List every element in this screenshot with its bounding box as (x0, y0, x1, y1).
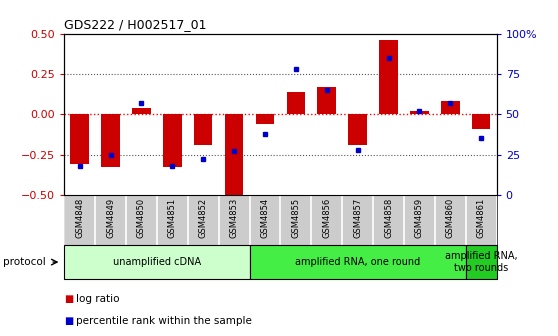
Bar (194, 114, 213, 145)
Bar (163, 114, 181, 167)
Text: percentile rank within the sample: percentile rank within the sample (76, 316, 252, 326)
Bar (70, 114, 89, 164)
Text: GSM4848: GSM4848 (75, 198, 84, 238)
Text: GSM4855: GSM4855 (291, 198, 300, 238)
Text: amplified RNA, one round: amplified RNA, one round (295, 257, 420, 267)
Text: GSM4861: GSM4861 (477, 198, 485, 238)
Text: GSM4860: GSM4860 (446, 198, 455, 238)
Bar (256, 114, 274, 124)
Text: ■: ■ (64, 316, 74, 326)
Text: GSM4856: GSM4856 (322, 198, 331, 238)
Bar (441, 101, 460, 114)
Bar (64, 245, 249, 279)
Bar (132, 108, 151, 114)
Bar (466, 245, 497, 279)
Bar (225, 114, 243, 195)
Text: unamplified cDNA: unamplified cDNA (113, 257, 201, 267)
Text: GSM4849: GSM4849 (106, 198, 115, 238)
Text: GSM4852: GSM4852 (199, 198, 208, 238)
Text: GDS222 / H002517_01: GDS222 / H002517_01 (64, 18, 206, 31)
Bar (318, 87, 336, 114)
Text: GSM4854: GSM4854 (261, 198, 270, 238)
Text: ■: ■ (64, 294, 74, 304)
Text: GSM4857: GSM4857 (353, 198, 362, 238)
Text: log ratio: log ratio (76, 294, 120, 304)
Text: GSM4859: GSM4859 (415, 198, 424, 238)
Bar (472, 114, 490, 129)
Text: GSM4853: GSM4853 (229, 198, 239, 238)
Bar (287, 92, 305, 114)
Text: amplified RNA,
two rounds: amplified RNA, two rounds (445, 251, 517, 273)
Bar (249, 245, 466, 279)
Bar (348, 114, 367, 145)
Bar (379, 40, 398, 114)
Text: GSM4850: GSM4850 (137, 198, 146, 238)
Bar (101, 114, 120, 167)
Text: protocol: protocol (3, 257, 46, 267)
Text: GSM4851: GSM4851 (168, 198, 177, 238)
Bar (410, 111, 429, 114)
Text: GSM4858: GSM4858 (384, 198, 393, 238)
